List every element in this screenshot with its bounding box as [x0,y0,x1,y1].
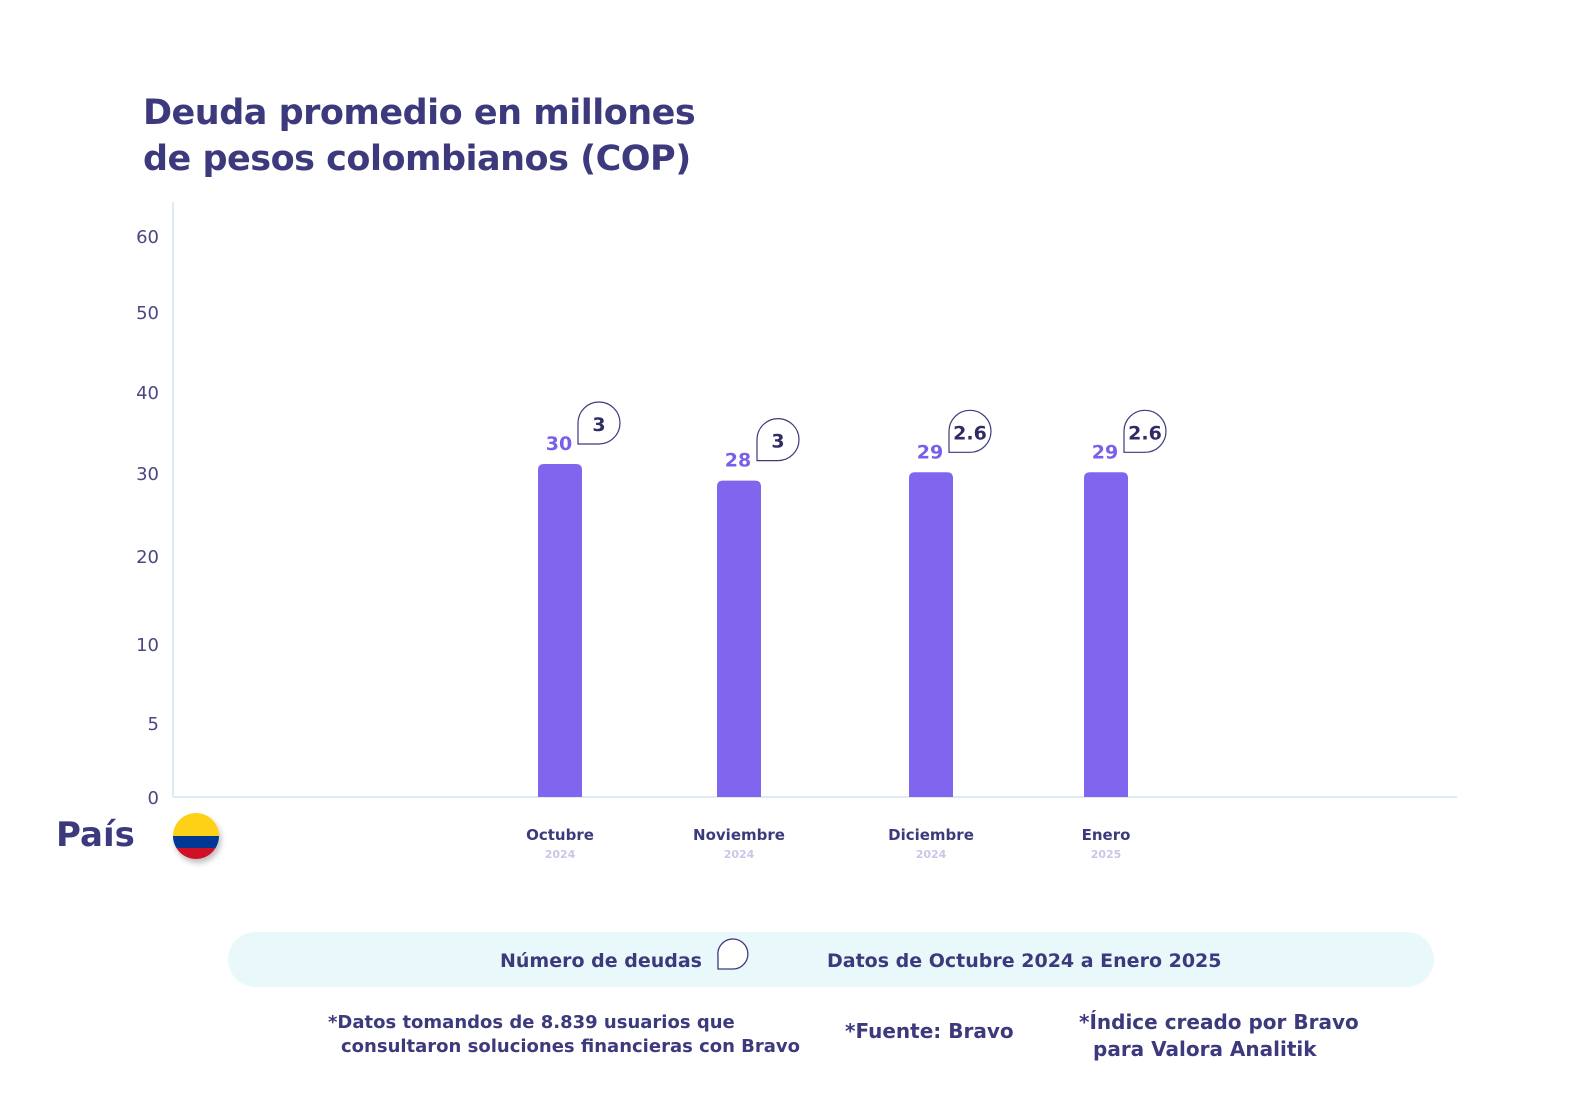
bar [909,472,953,797]
y-tick-label: 40 [136,383,159,404]
x-axis-categories: Octubre 2024 Noviembre 2024 Diciembre 2024 Ene… [526,826,1130,861]
y-tick-label: 5 [148,714,159,735]
y-tick-label: 20 [136,547,159,568]
source-note: *Fuente: Bravo [845,1019,1014,1043]
flag-blue-stripe [173,836,219,848]
colombia-flag-icon [173,813,219,859]
legend-period-label: Datos de Octubre 2024 a Enero 2025 [827,950,1222,972]
country-label: País [56,815,135,855]
bar-value-label: 30 [546,433,572,455]
data-note-line-1: *Datos tomandos de 8.839 usuarios que [328,1012,735,1033]
x-category-label: Octubre [526,826,594,844]
bar [1084,472,1128,797]
y-tick-label: 60 [136,227,159,248]
index-note-line-2: para Valora Analitik [1093,1037,1317,1061]
data-note: *Datos tomandos de 8.839 usuarios que co… [328,1011,800,1059]
debt-count-bubble [948,409,992,453]
bars [538,464,1128,797]
speech-bubble-icon [717,938,749,970]
x-category-label: Enero [1082,826,1131,844]
bar [717,480,761,797]
y-tick-label: 10 [136,635,159,656]
debt-count-bubble [1123,409,1167,453]
index-note-line-1: *Índice creado por Bravo [1079,1010,1359,1034]
debt-count-bubble [577,401,621,445]
debt-count-label: 2.6 [1128,422,1162,444]
flag-yellow-stripe [173,813,219,836]
y-axis-ticks: 0 5 10 20 30 40 50 60 [136,227,159,809]
bar-value-label: 28 [725,450,751,472]
data-note-line-2: consultaron soluciones financieras con B… [341,1036,801,1057]
legend-count-label: Número de deudas [500,950,702,972]
y-tick-label: 30 [136,464,159,485]
debt-count-label: 2.6 [953,422,987,444]
x-category-year: 2024 [545,848,576,861]
debt-count-label: 3 [592,414,605,436]
debt-count-bubble [756,418,800,462]
bar [538,464,582,797]
x-category-year: 2025 [1091,848,1122,861]
bar-labels: 30 3 28 3 29 2.6 29 2.6 [546,401,1167,472]
x-category-year: 2024 [724,848,755,861]
flag-red-stripe [173,847,219,859]
legend-bar: Número de deudas Datos de Octubre 2024 a… [228,932,1434,987]
debt-count-label: 3 [771,431,784,453]
x-category-label: Noviembre [693,826,785,844]
chart-title-line-1: Deuda promedio en millones [143,93,696,133]
chart-title-line-2: de pesos colombianos (COP) [143,139,691,179]
y-tick-label: 0 [148,788,159,809]
x-category-year: 2024 [916,848,947,861]
index-note: *Índice creado por Bravo para Valora Ana… [1079,1009,1359,1063]
chart-title: Deuda promedio en millones de pesos colo… [143,90,696,182]
bar-value-label: 29 [917,441,943,463]
bar-chart: 0 5 10 20 30 40 50 60 30 3 28 3 29 2.6 29 2.6 Octubre 2… [136,202,1457,861]
x-category-label: Diciembre [888,826,974,844]
y-tick-label: 50 [136,303,159,324]
bar-value-label: 29 [1092,441,1118,463]
